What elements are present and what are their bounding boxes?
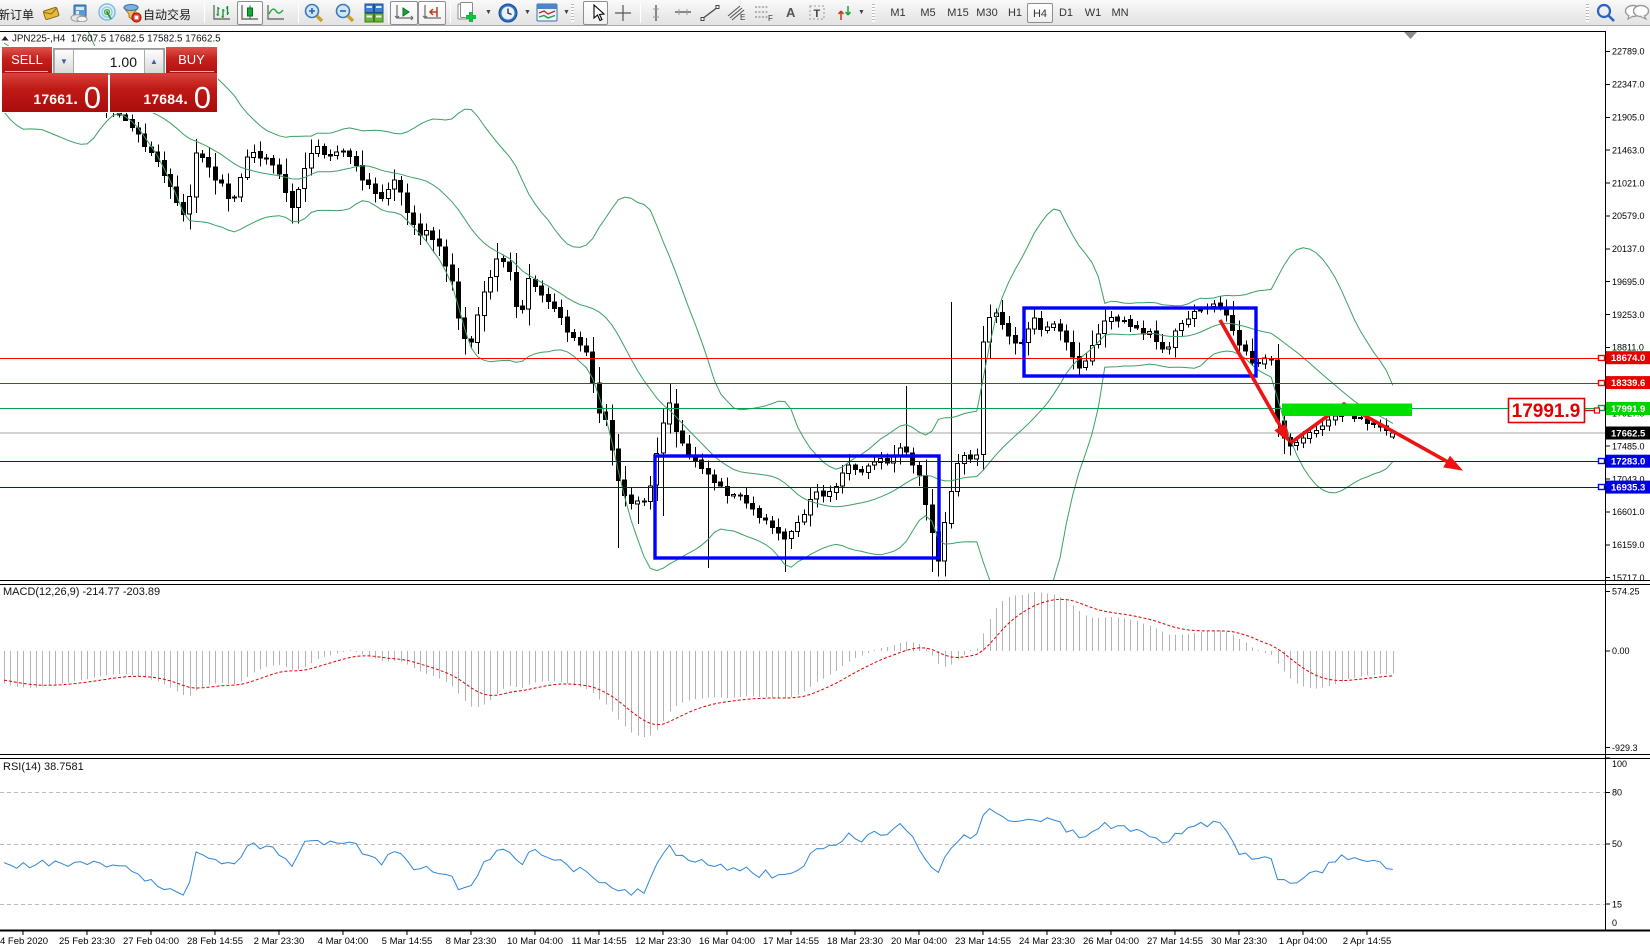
svg-text:30 Mar 23:30: 30 Mar 23:30 <box>1211 936 1267 947</box>
svg-text:10 Mar 04:00: 10 Mar 04:00 <box>507 936 563 947</box>
svg-text:T: T <box>814 8 821 20</box>
svg-text:JPN225-,H4 17607.5 17682.5 17: JPN225-,H4 17607.5 17682.5 17582.5 17662… <box>12 34 221 45</box>
svg-text:17485.0: 17485.0 <box>1612 441 1645 451</box>
svg-text:21021.0: 21021.0 <box>1612 178 1645 188</box>
svg-text:18 Mar 23:30: 18 Mar 23:30 <box>827 936 883 947</box>
svg-text:12 Mar 23:30: 12 Mar 23:30 <box>635 936 691 947</box>
svg-text:0.00: 0.00 <box>1612 646 1630 656</box>
svg-text:20579.0: 20579.0 <box>1612 211 1645 221</box>
svg-text:F: F <box>768 14 773 22</box>
svg-text:22789.0: 22789.0 <box>1612 47 1645 57</box>
svg-text:4 Feb 2020: 4 Feb 2020 <box>0 936 48 947</box>
svg-text:16601.0: 16601.0 <box>1612 507 1645 517</box>
svg-text:27 Mar 14:55: 27 Mar 14:55 <box>1147 936 1203 947</box>
svg-text:19695.0: 19695.0 <box>1612 277 1645 287</box>
svg-text:8 Mar 23:30: 8 Mar 23:30 <box>446 936 497 947</box>
svg-text:2 Mar 23:30: 2 Mar 23:30 <box>254 936 305 947</box>
svg-text:19253.0: 19253.0 <box>1612 310 1645 320</box>
svg-text:25 Feb 23:30: 25 Feb 23:30 <box>59 936 115 947</box>
svg-text:18339.6: 18339.6 <box>1611 378 1645 389</box>
svg-text:80: 80 <box>1612 788 1622 798</box>
svg-text:18674.0: 18674.0 <box>1611 353 1645 364</box>
svg-text:21463.0: 21463.0 <box>1612 145 1645 155</box>
svg-text:17043.0: 17043.0 <box>1612 474 1645 484</box>
svg-text:4 Mar 04:00: 4 Mar 04:00 <box>318 936 369 947</box>
svg-text:15717.0: 15717.0 <box>1612 573 1645 583</box>
svg-text:E: E <box>740 13 745 22</box>
svg-text:17283.0: 17283.0 <box>1611 457 1645 468</box>
svg-text:1 Apr 04:00: 1 Apr 04:00 <box>1279 936 1328 947</box>
svg-text:17662.5: 17662.5 <box>1611 429 1646 440</box>
svg-text:17 Mar 14:55: 17 Mar 14:55 <box>763 936 819 947</box>
svg-text:20137.0: 20137.0 <box>1612 244 1645 254</box>
svg-text:RSI(14) 38.7581: RSI(14) 38.7581 <box>3 761 84 773</box>
svg-text:17991.9: 17991.9 <box>1512 401 1581 422</box>
svg-text:16159.0: 16159.0 <box>1612 540 1645 550</box>
svg-text:5 Mar 14:55: 5 Mar 14:55 <box>382 936 433 947</box>
svg-text:20 Mar 04:00: 20 Mar 04:00 <box>891 936 947 947</box>
svg-text:17991.9: 17991.9 <box>1611 404 1645 415</box>
svg-text:0: 0 <box>1612 918 1617 928</box>
svg-text:15: 15 <box>1612 899 1622 909</box>
svg-text:16 Mar 04:00: 16 Mar 04:00 <box>699 936 755 947</box>
svg-text:50: 50 <box>1612 839 1622 849</box>
svg-text:28 Feb 14:55: 28 Feb 14:55 <box>187 936 243 947</box>
svg-text:100: 100 <box>1612 759 1627 769</box>
svg-text:574.25: 574.25 <box>1612 587 1640 597</box>
svg-text:23 Mar 14:55: 23 Mar 14:55 <box>955 936 1011 947</box>
svg-text:MACD(12,26,9) -214.77 -203.89: MACD(12,26,9) -214.77 -203.89 <box>3 586 160 598</box>
svg-text:26 Mar 04:00: 26 Mar 04:00 <box>1083 936 1139 947</box>
svg-text:22347.0: 22347.0 <box>1612 80 1645 90</box>
svg-text:16935.3: 16935.3 <box>1611 483 1645 494</box>
svg-text:11 Mar 14:55: 11 Mar 14:55 <box>571 936 626 947</box>
svg-text:24 Mar 23:30: 24 Mar 23:30 <box>1019 936 1075 947</box>
svg-text:-929.3: -929.3 <box>1612 743 1638 753</box>
svg-text:2 Apr 14:55: 2 Apr 14:55 <box>1343 936 1392 947</box>
svg-text:18811.0: 18811.0 <box>1612 343 1644 353</box>
svg-text:27 Feb 04:00: 27 Feb 04:00 <box>123 936 179 947</box>
svg-text:21905.0: 21905.0 <box>1612 113 1645 123</box>
